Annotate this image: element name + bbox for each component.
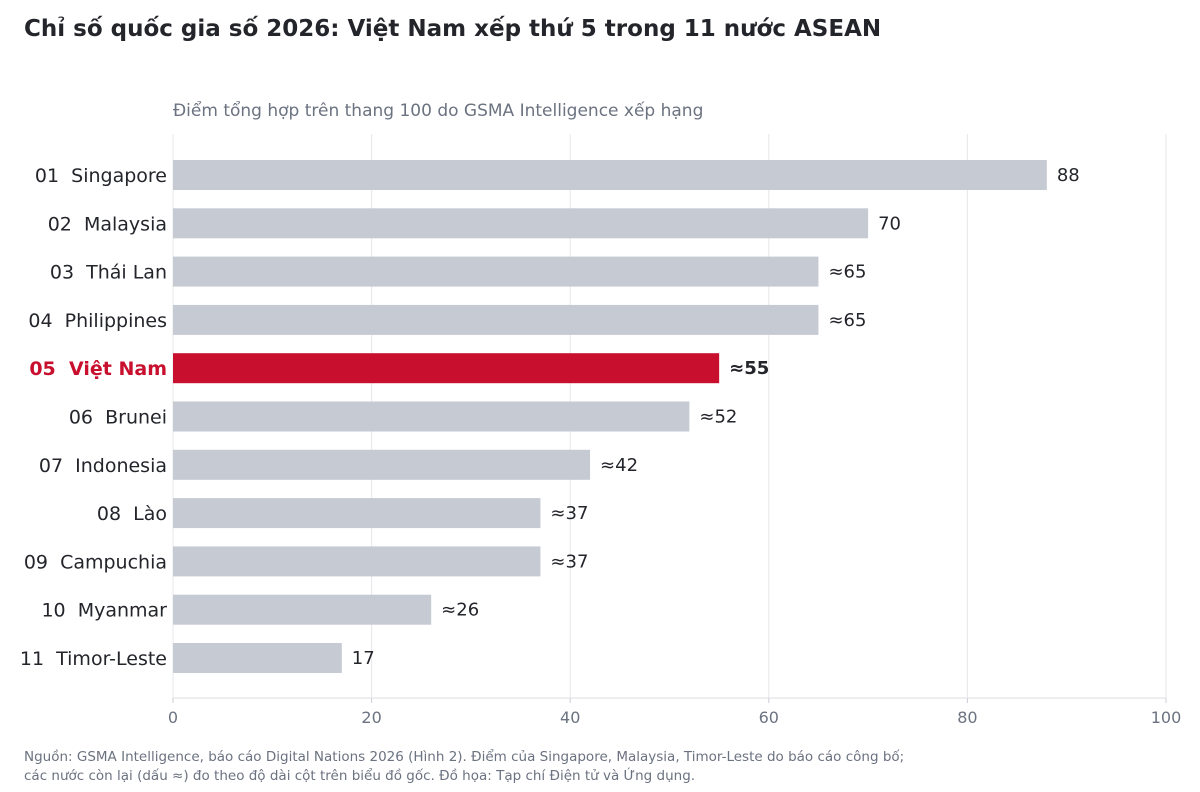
value-label: 70 bbox=[878, 213, 901, 234]
value-label: ≈65 bbox=[828, 310, 866, 331]
x-tick-label: 0 bbox=[168, 708, 178, 727]
category-label: 11 Timor-Leste bbox=[20, 648, 167, 670]
bar bbox=[173, 449, 591, 480]
value-labels: 88 70 ≈65 ≈65 ≈55 ≈52 ≈42 ≈37 ≈37 ≈26 17 bbox=[352, 165, 1080, 669]
category-label: 02 Malaysia bbox=[48, 213, 167, 235]
category-labels: 01 Singapore 02 Malaysia 03 Thái Lan 04 Phi… bbox=[20, 165, 167, 670]
bar-chart: 01 Singapore 02 Malaysia 03 Thái Lan 04 Phi… bbox=[20, 134, 1182, 727]
category-label: 07 Indonesia bbox=[39, 455, 167, 477]
category-label: 10 Myanmar bbox=[41, 600, 167, 622]
chart-subtitle: Điểm tổng hợp trên thang 100 do GSMA Int… bbox=[173, 101, 704, 121]
category-label: 09 Campuchia bbox=[24, 551, 167, 573]
value-label: ≈55 bbox=[729, 358, 769, 379]
value-label: 88 bbox=[1057, 165, 1080, 186]
chart-title: Chỉ số quốc gia số 2026: Việt Nam xếp th… bbox=[24, 16, 882, 42]
bar bbox=[173, 304, 819, 335]
bar bbox=[173, 546, 541, 577]
x-tick-label: 20 bbox=[361, 708, 381, 727]
category-label: 04 Philippines bbox=[28, 310, 167, 332]
bar bbox=[173, 498, 541, 529]
x-tick-label: 80 bbox=[957, 708, 977, 727]
bar bbox=[173, 401, 690, 432]
x-axis: 0 20 40 60 80 100 bbox=[168, 697, 1182, 727]
bar bbox=[173, 643, 342, 673]
x-tick-label: 40 bbox=[560, 708, 580, 727]
category-label: 08 Lào bbox=[97, 503, 167, 525]
bar-highlight bbox=[173, 353, 720, 384]
category-label: 06 Brunei bbox=[69, 407, 167, 429]
category-label: 03 Thái Lan bbox=[50, 262, 167, 284]
value-label: ≈26 bbox=[441, 600, 479, 621]
bar bbox=[173, 208, 869, 239]
bar bbox=[173, 594, 432, 625]
value-label: 17 bbox=[352, 648, 375, 669]
value-label: ≈52 bbox=[699, 407, 737, 428]
value-label: ≈65 bbox=[828, 262, 866, 283]
value-label: ≈37 bbox=[550, 551, 588, 572]
value-label: ≈37 bbox=[550, 503, 588, 524]
category-label: 01 Singapore bbox=[35, 165, 167, 187]
source-note-line-1: Nguồn: GSMA Intelligence, báo cáo Digita… bbox=[24, 749, 905, 765]
source-note-line-2: các nước còn lại (dấu ≈) đo theo độ dài … bbox=[24, 767, 696, 784]
x-tick-label: 60 bbox=[759, 708, 779, 727]
source-note: Nguồn: GSMA Intelligence, báo cáo Digita… bbox=[24, 748, 904, 785]
bar bbox=[173, 160, 1047, 190]
bars bbox=[173, 160, 1047, 673]
x-tick-label: 100 bbox=[1151, 708, 1182, 727]
category-label: 05 Việt Nam bbox=[29, 358, 167, 380]
bar bbox=[173, 256, 819, 287]
value-label: ≈42 bbox=[600, 455, 638, 476]
